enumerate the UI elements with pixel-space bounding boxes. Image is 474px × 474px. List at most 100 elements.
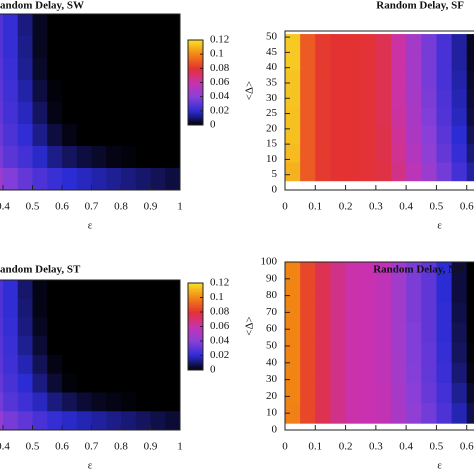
plot-frame [284,30,474,191]
heat-cell [3,355,19,375]
heat-cell [330,362,346,384]
heat-cell [360,162,377,182]
colorbar-strip [188,71,203,73]
heat-cell [315,362,331,384]
heat-cell [0,392,4,412]
colorbar-strip [188,348,203,351]
x-tick-label: 0.4 [399,201,413,213]
heat-cell [32,392,48,412]
colorbar-strip [188,108,203,110]
heat-cell [47,336,63,356]
heat-cell [62,317,78,337]
heat-cell [375,342,392,364]
heat-cell [436,52,452,72]
heat-cell [451,262,468,283]
heat-cell [345,342,362,364]
heat-cell [315,403,331,424]
colorbar-tick-label: 0.02 [210,349,229,361]
heat-cell [17,392,33,412]
heat-cell [285,70,301,90]
heat-cell [0,317,4,337]
colorbar-strip [188,115,203,117]
colorbar-strip [188,325,203,327]
heat-cell [345,262,362,283]
heat-cell [150,102,166,125]
heat-cell [3,373,19,393]
heat-cell [345,302,362,323]
heat-cell [135,36,151,59]
colorbar-strip [188,349,203,352]
heat-cell [360,34,377,53]
heat-cell [91,80,107,103]
heat-cell [315,162,331,182]
heat-cell [17,168,33,191]
colorbar-strip [188,306,203,309]
heat-cell [421,403,437,424]
heat-cell [375,125,392,145]
heat-cell [330,282,346,303]
x-tick-label: 0.5 [430,201,444,213]
heat-cell [375,52,392,72]
heat-cell [345,107,362,127]
heat-cell [76,336,92,356]
colorbar-strip [188,78,203,81]
colorbar-strip [188,55,203,58]
heat-cell [91,146,107,169]
x-tick-label: 0.1 [308,201,322,213]
colorbar-strip [188,355,203,358]
heat-cell [436,262,452,283]
heat-cell [421,125,437,145]
heat-cell [121,411,137,431]
heat-cell [135,317,151,337]
x-tick-label: 0.3 [369,441,383,453]
heat-cell [62,355,78,375]
heat-cell [62,146,78,169]
colorbar-strip [188,358,203,361]
colorbar-strip [188,99,203,102]
colorbar-tick-label: 0.08 [210,306,230,318]
colorbar-strip [188,75,203,78]
heat-cell [406,125,422,145]
heat-cell [300,322,316,344]
heat-cell [421,70,437,90]
heat-cell [451,34,468,53]
heat-cell [3,36,19,59]
colorbar-strip [188,120,203,123]
heat-cell [406,322,422,344]
heat-cell [106,317,122,337]
heat-cell [121,58,137,81]
heat-cell [466,70,474,90]
heat-cell [3,58,19,81]
colorbar-strip [188,287,203,290]
heat-cell [315,342,331,364]
colorbar-strip [188,117,203,120]
x-tick-label: 0.2 [339,201,353,213]
heat-cell [391,382,407,404]
heat-cell [135,392,151,412]
heat-cell [62,36,78,59]
heat-cell [285,403,301,424]
heat-cell [360,70,377,90]
heat-cell [330,382,346,404]
heat-cell [47,317,63,337]
colorbar-tick-label: 0.04 [210,335,230,347]
heat-cell [315,107,331,127]
heat-cell [32,280,48,300]
heat-cell [436,342,452,364]
heat-cell [76,392,92,412]
x-tick-label: 0.4 [0,441,10,453]
heat-cell [451,362,468,384]
heat-cell [0,411,4,431]
heat-cell [106,58,122,81]
colorbar-strip [188,72,203,75]
heat-cell [451,70,468,90]
heat-cell [47,124,63,147]
heat-cell [150,58,166,81]
heat-cell [106,124,122,147]
heat-cell [300,362,316,384]
colorbar-tick-label: 0.06 [210,76,230,88]
colorbar-strip [188,54,203,56]
heat-cell [91,102,107,125]
heat-cell [150,355,166,375]
y-tick-label: 70 [266,306,278,318]
